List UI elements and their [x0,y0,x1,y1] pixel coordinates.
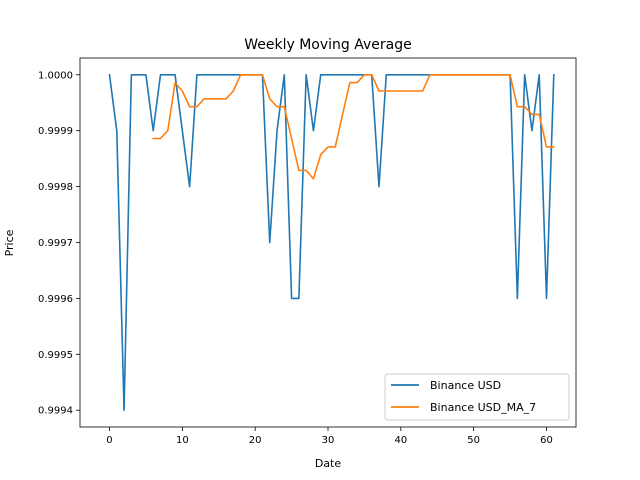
series-line-binance-usd-ma-7 [152,73,555,180]
x-tick-label: 60 [540,435,553,446]
x-tick-label: 20 [249,435,262,446]
y-tick-label: 0.9995 [38,350,73,361]
x-tick-label: 0 [106,435,112,446]
x-tick-label: 50 [467,435,480,446]
y-tick-label: 0.9999 [38,126,73,137]
x-tick-label: 10 [176,435,189,446]
x-axis: 0 10 20 30 40 50 60 [106,427,553,446]
y-tick-label: 0.9998 [38,182,73,193]
x-tick-label: 30 [322,435,335,446]
chart-title: Weekly Moving Average [244,37,412,53]
series-layer [108,73,555,412]
legend-label-binance-usd-ma-7: Binance USD_MA_7 [430,401,536,414]
legend-label-binance-usd: Binance USD [430,379,501,392]
legend-box [384,373,570,421]
y-tick-label: 1.0000 [38,70,73,81]
x-axis-label: Date [315,457,342,470]
legend: Binance USD Binance USD_MA_7 [384,373,570,421]
y-axis: 0.9994 0.9995 0.9996 0.9997 0.9998 0.9999 1.00… [38,70,80,417]
y-tick-label: 0.9994 [38,406,73,417]
y-tick-label: 0.9996 [38,294,73,305]
y-axis-label: Price [3,229,16,256]
y-tick-label: 0.9997 [38,238,73,249]
x-tick-label: 40 [394,435,407,446]
